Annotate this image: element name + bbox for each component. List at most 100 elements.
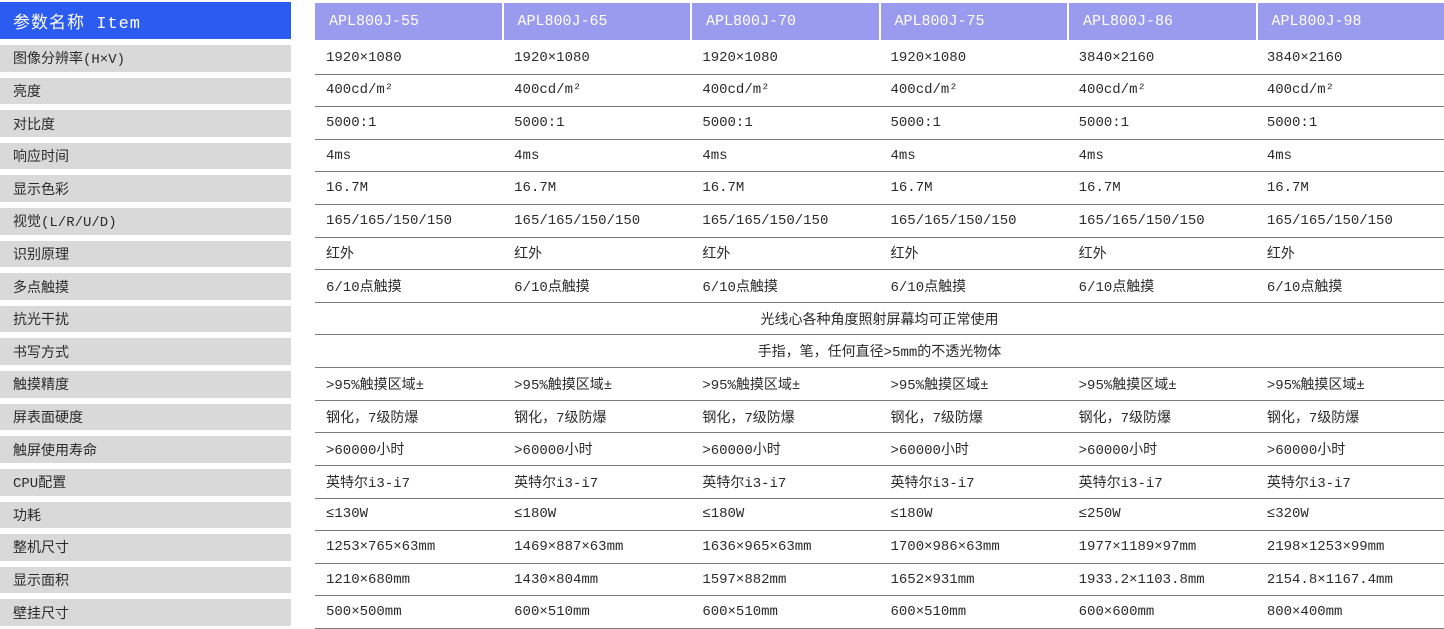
table-cell: 1920×1080 (514, 49, 590, 66)
table-cell: 红外 (702, 247, 731, 264)
table-cell: 1700×986×63mm (890, 538, 1000, 555)
table-row: 1253×765×63mm 1469×887×63mm 1636×965×63mm 1… (315, 531, 1444, 564)
table-row: 400cd/m² 400cd/m² 400cd/m² 400cd/m² 400cd/m²… (315, 75, 1444, 108)
table-cell: 6/10点触摸 (326, 280, 402, 297)
sidebar-header: 参数名称 Item (0, 2, 291, 39)
table-cell: 5000:1 (702, 115, 753, 132)
table-cell: 600×600mm (1078, 604, 1155, 621)
table-cell: >60000小时 (514, 443, 593, 460)
table-cell: 红外 (890, 247, 919, 264)
sidebar-item: 触屏使用寿命 (0, 436, 291, 463)
table-row: 4ms 4ms 4ms 4ms 4ms 4ms (315, 140, 1444, 173)
table-cell: 165/165/150/150 (1266, 212, 1393, 229)
table-cell: 165/165/150/150 (326, 212, 453, 229)
table-cell: 1920×1080 (890, 49, 967, 66)
spanning-cell: 光线心各种角度照射屏幕均可正常使用 (760, 312, 999, 329)
table-cell: 5000:1 (514, 115, 565, 132)
table-cell: 1636×965×63mm (702, 538, 812, 555)
table-cell: 红外 (514, 247, 543, 264)
table-row: 165/165/150/150 165/165/150/150 165/165/15… (315, 205, 1444, 238)
table-cell: 400cd/m² (1266, 82, 1335, 99)
table-row: 6/10点触摸 6/10点触摸 6/10点触摸 6/10点触摸 6/10点触摸 6/10点… (315, 270, 1444, 303)
table-cell: 6/10点触摸 (702, 280, 778, 297)
sidebar-item: 对比度 (0, 110, 291, 137)
table-cell: 1430×804mm (514, 571, 599, 588)
column-header: APL800J-65 (503, 3, 690, 40)
table-cell: ≤250W (1078, 506, 1121, 523)
table-cell: 400cd/m² (1078, 82, 1146, 99)
table-cell: 400cd/m² (702, 82, 770, 99)
table-cell: 600×510mm (514, 604, 590, 621)
sidebar-item: 亮度 (0, 77, 291, 105)
table-cell: 1920×1080 (326, 49, 402, 66)
table-cell: 红外 (326, 247, 354, 264)
table-cell: 1597×882mm (702, 571, 787, 588)
table-cell: 400cd/m² (514, 82, 582, 99)
table-cell: 600×510mm (890, 604, 967, 621)
table-cell: 1253×765×63mm (326, 538, 436, 555)
table-cell: ≤180W (702, 506, 745, 523)
table-cell: 4ms (702, 147, 728, 164)
table-cell: >95%触摸区域± (514, 377, 613, 394)
column-header: APL800J-98 (1257, 3, 1444, 40)
table-row: 钢化，7级防爆 钢化，7级防爆 钢化，7级防爆 钢化，7级防爆 钢化，7级防爆 钢化，7级… (315, 401, 1444, 434)
table-cell: 6/10点触摸 (514, 280, 590, 297)
spanning-cell: 手指，笔，任何直径>5mm的不透光物体 (757, 345, 1002, 362)
table-cell: 16.7M (326, 180, 369, 197)
table-row: 1920×1080 1920×1080 1920×1080 1920×1080 3840… (315, 42, 1444, 75)
sidebar-item: 抗光干扰 (0, 305, 291, 333)
table-cell: 165/165/150/150 (702, 212, 829, 229)
table-row: 光线心各种角度照射屏幕均可正常使用 (315, 303, 1444, 336)
table-row: 16.7M 16.7M 16.7M 16.7M 16.7M 16.7M (315, 172, 1444, 206)
sidebar-item: 响应时间 (0, 142, 291, 170)
table-cell: 1933.2×1103.8mm (1078, 571, 1205, 588)
table-cell: 5000:1 (1266, 115, 1318, 132)
table-cell: >95%触摸区域± (326, 377, 425, 394)
sidebar-item: 整机尺寸 (0, 534, 291, 561)
table-cell: 1469×887×63mm (514, 538, 624, 555)
table-cell: 红外 (1266, 247, 1295, 264)
sidebar-item: 功耗 (0, 501, 291, 529)
sidebar-item: 触摸精度 (0, 371, 291, 398)
table-cell: 钢化，7级防爆 (702, 410, 795, 427)
table-cell: 16.7M (702, 180, 745, 197)
table-cell: 钢化，7级防爆 (1266, 410, 1360, 427)
parameter-sidebar: 参数名称 Item 图像分辨率(H×V) 亮度 对比度 响应时间 显示色彩 视觉(L/R/… (0, 0, 291, 629)
table-row: 手指，笔，任何直径>5mm的不透光物体 (315, 335, 1444, 369)
table-row: >60000小时 >60000小时 >60000小时 >60000小时 >60000小时… (315, 433, 1444, 466)
table-cell: 4ms (1078, 147, 1104, 164)
spec-table: APL800J-55 APL800J-65 APL800J-70 APL800J-75… (315, 0, 1444, 629)
table-cell: 4ms (1266, 147, 1293, 164)
table-cell: 2198×1253×99mm (1266, 538, 1385, 555)
column-header: APL800J-86 (1069, 3, 1256, 40)
table-cell: ≤180W (890, 506, 933, 523)
table-cell: 6/10点触摸 (1078, 280, 1155, 297)
table-cell: 2154.8×1167.4mm (1266, 571, 1393, 588)
table-cell: 5000:1 (326, 115, 377, 132)
table-row: 1210×680mm 1430×804mm 1597×882mm 1652×931mm… (315, 564, 1444, 597)
table-cell: 16.7M (890, 180, 933, 197)
sidebar-item: 书写方式 (0, 338, 291, 366)
table-cell: >95%触摸区域± (1266, 377, 1365, 394)
table-cell: ≤320W (1266, 506, 1309, 523)
table-cell: 钢化，7级防爆 (890, 410, 983, 427)
table-cell: >60000小时 (890, 443, 969, 460)
table-cell: 16.7M (1078, 180, 1121, 197)
sidebar-item: 显示色彩 (0, 175, 291, 203)
table-cell: 英特尔i3-i7 (514, 475, 599, 492)
table-cell: 英特尔i3-i7 (326, 475, 411, 492)
table-row: 英特尔i3-i7 英特尔i3-i7 英特尔i3-i7 英特尔i3-i7 英特尔i3-i7… (315, 466, 1444, 499)
table-cell: 4ms (514, 147, 540, 164)
table-cell: 1210×680mm (326, 571, 411, 588)
column-header: APL800J-55 (315, 3, 502, 40)
table-row: ≤130W ≤180W ≤180W ≤180W ≤250W ≤320W (315, 499, 1444, 532)
table-row: 500×500mm 600×510mm 600×510mm 600×510mm 600×… (315, 596, 1444, 629)
table-cell: 16.7M (1266, 180, 1309, 197)
sidebar-item: 视觉(L/R/U/D) (0, 208, 291, 235)
table-cell: 165/165/150/150 (1078, 212, 1205, 229)
table-cell: 英特尔i3-i7 (1078, 475, 1163, 492)
table-cell: 3840×2160 (1078, 49, 1155, 66)
sidebar-item: CPU配置 (0, 468, 291, 496)
table-cell: 16.7M (514, 180, 557, 197)
